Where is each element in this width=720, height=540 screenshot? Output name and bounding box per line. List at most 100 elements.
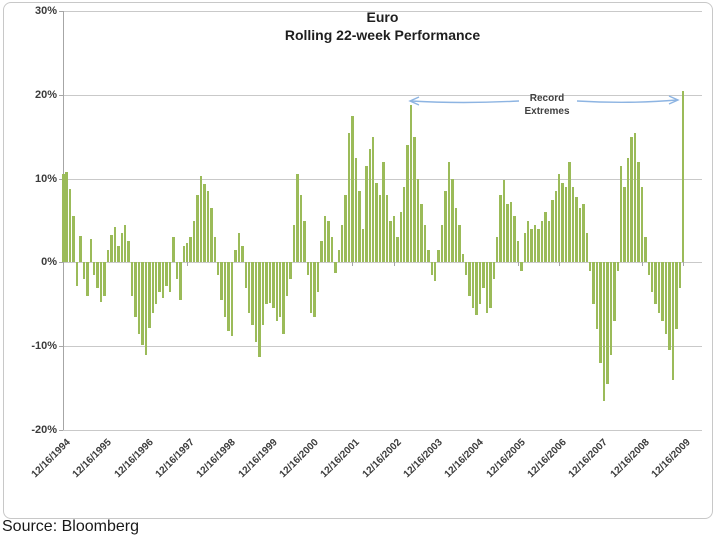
- data-bar: [554, 191, 558, 263]
- data-bar: [368, 149, 372, 263]
- data-bar: [557, 174, 561, 263]
- data-bar: [254, 262, 258, 342]
- gridline--20%: [63, 430, 702, 431]
- data-bar: [337, 249, 341, 263]
- data-bar: [285, 262, 289, 296]
- data-bar: [623, 186, 626, 263]
- data-bar: [578, 207, 582, 263]
- data-bar: [282, 262, 285, 334]
- data-bar: [247, 262, 251, 313]
- data-bar: [96, 262, 99, 288]
- x-tickmark: [352, 262, 354, 267]
- data-bar: [158, 262, 161, 292]
- data-bar: [130, 262, 134, 296]
- y-axis-label: -20%: [31, 424, 57, 436]
- data-bar: [72, 216, 75, 263]
- data-bar: [141, 262, 144, 345]
- data-bar: [127, 241, 130, 263]
- data-bar: [299, 195, 303, 263]
- data-bar: [647, 262, 651, 275]
- data-bar: [144, 262, 148, 355]
- data-bar: [475, 262, 478, 316]
- data-bar: [399, 212, 403, 263]
- data-bar: [351, 115, 354, 263]
- data-bar: [385, 195, 389, 263]
- data-bar: [320, 241, 323, 263]
- data-bar: [458, 224, 461, 263]
- data-bar: [499, 195, 502, 263]
- data-bar: [154, 262, 158, 305]
- x-tickmark: [63, 262, 64, 267]
- data-bar: [75, 262, 79, 286]
- data-bar: [544, 212, 547, 263]
- data-bar: [619, 166, 623, 263]
- data-bar: [313, 262, 316, 317]
- data-bar: [595, 262, 599, 330]
- data-bar: [454, 207, 458, 263]
- y-axis-label: 0%: [41, 256, 57, 269]
- data-bar: [523, 233, 527, 263]
- data-bar: [530, 228, 533, 263]
- data-bar: [599, 262, 602, 363]
- x-tickmark: [393, 262, 395, 267]
- data-bar: [354, 157, 358, 263]
- data-bar: [606, 262, 609, 384]
- data-bar: [406, 145, 409, 263]
- data-bar: [206, 191, 210, 263]
- data-bar: [371, 136, 375, 263]
- data-bar: [585, 233, 589, 263]
- data-bar: [633, 132, 637, 263]
- x-tickmark: [682, 262, 684, 267]
- data-bar: [137, 262, 141, 334]
- y-tickmark: [59, 94, 63, 96]
- data-bar: [681, 90, 685, 263]
- source-label: Source: Bloomberg: [2, 518, 139, 535]
- data-bar: [389, 220, 392, 263]
- data-bar: [92, 262, 96, 275]
- data-bar: [644, 237, 647, 263]
- y-tickmark: [59, 178, 63, 180]
- data-bar: [278, 262, 282, 317]
- data-bar: [365, 166, 368, 263]
- data-bar: [650, 262, 654, 292]
- data-bar: [82, 262, 86, 280]
- data-bar: [547, 220, 551, 263]
- x-tickmark: [186, 262, 188, 267]
- data-bar: [234, 249, 237, 263]
- data-bar: [258, 262, 261, 358]
- data-bar: [134, 262, 137, 317]
- data-bar: [571, 186, 575, 263]
- data-bar: [637, 161, 640, 263]
- data-bar: [268, 262, 272, 303]
- data-bar: [86, 262, 89, 296]
- data-bar: [151, 262, 155, 313]
- y-tickmark: [59, 11, 63, 12]
- chart-title-line2: Rolling 22-week Performance: [284, 27, 481, 43]
- data-bar: [117, 245, 120, 263]
- data-bar: [416, 178, 420, 263]
- data-bar: [654, 262, 657, 305]
- data-bar: [213, 237, 217, 263]
- data-bar: [292, 224, 296, 263]
- data-bar: [123, 224, 127, 263]
- data-bar: [396, 237, 399, 263]
- data-bar: [482, 262, 485, 288]
- data-bar: [251, 262, 254, 326]
- data-bar: [227, 262, 230, 332]
- annotation-line2: Extremes: [524, 106, 570, 117]
- data-bar: [382, 161, 385, 263]
- data-bar: [272, 262, 275, 309]
- data-bar: [433, 262, 437, 281]
- data-bar: [65, 171, 68, 263]
- data-bar: [175, 262, 179, 280]
- data-bar: [161, 262, 165, 298]
- data-bar: [378, 195, 382, 263]
- y-tickmark: [59, 346, 63, 348]
- data-bar: [427, 249, 430, 263]
- data-bar: [185, 243, 189, 263]
- data-bar: [196, 195, 199, 263]
- data-bar: [471, 262, 475, 309]
- data-bar: [630, 136, 633, 263]
- data-bar: [437, 249, 440, 263]
- data-bar: [526, 220, 530, 263]
